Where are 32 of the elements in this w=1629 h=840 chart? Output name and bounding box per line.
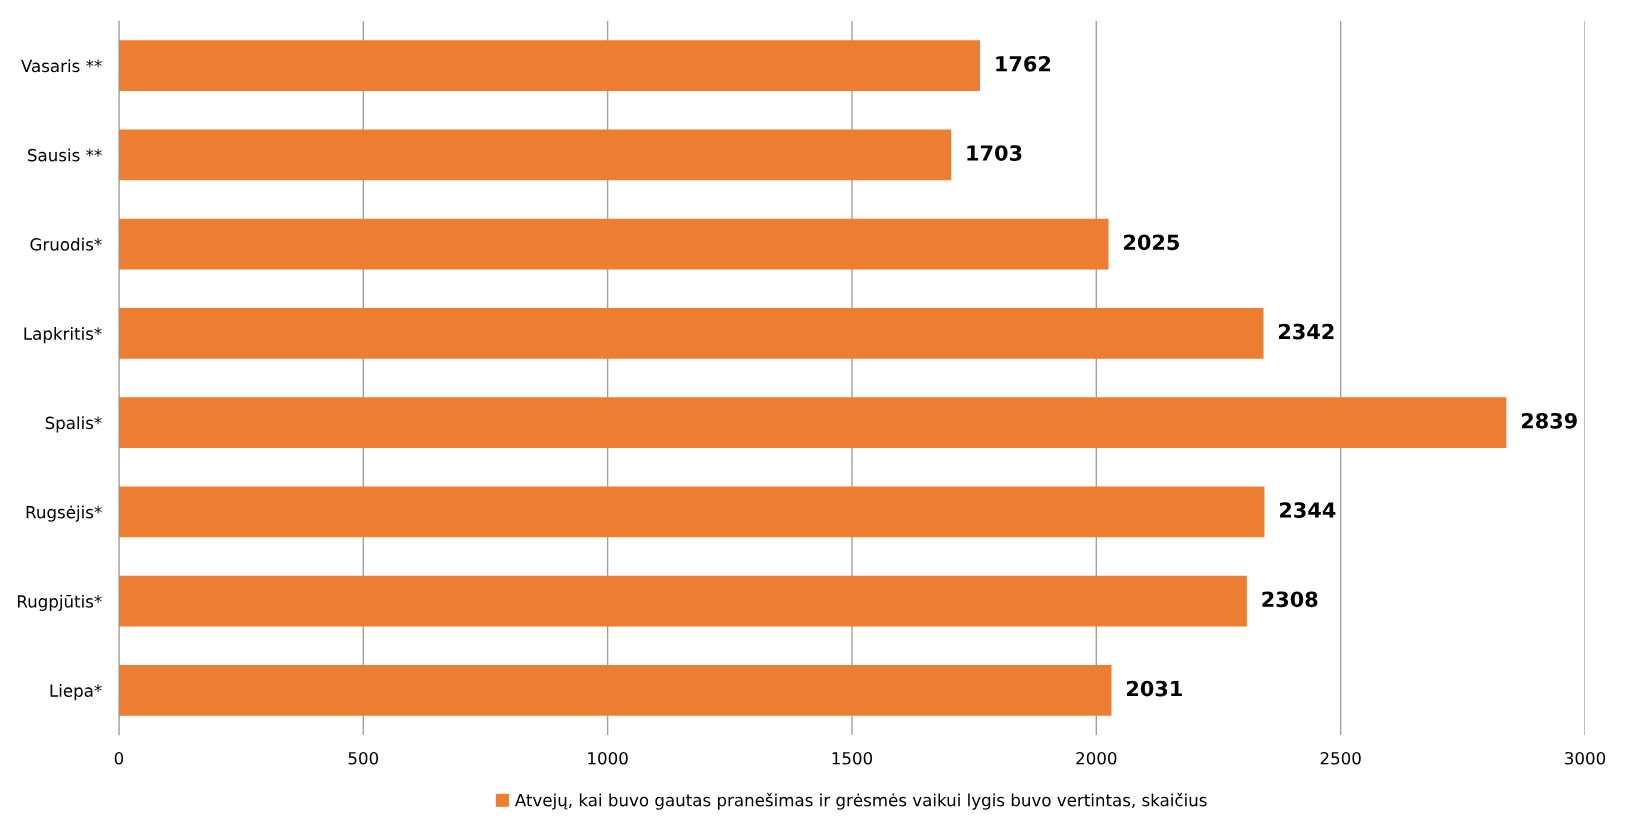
x-tick-label: 0 — [114, 751, 124, 765]
x-tick-label: 3000 — [1565, 751, 1606, 765]
data-label: 1703 — [967, 145, 1022, 161]
x-tick-label: 1500 — [832, 751, 873, 765]
x-tick-label: 2000 — [1076, 751, 1117, 765]
x-tick-label: 2500 — [1320, 751, 1361, 765]
y-tick-label: Spalis* — [45, 416, 102, 433]
y-tick-label: Vasaris ** — [21, 59, 102, 73]
data-label: 2031 — [1127, 680, 1182, 697]
y-tick-label: Sausis ** — [28, 148, 102, 162]
data-label: 2025 — [1124, 234, 1179, 251]
bar — [118, 575, 1247, 627]
data-label: 2342 — [1278, 323, 1334, 340]
bar — [118, 486, 1265, 538]
y-tick-label: Liepa* — [50, 684, 102, 701]
data-label: 2839 — [1521, 412, 1577, 429]
legend-label: Atvejų, kai buvo gautas pranešimas ir grėsmės vaikui lygis buvo vertintas, skaičius — [514, 792, 1207, 810]
y-tick-label: Lapkritis* — [24, 327, 102, 344]
bar — [118, 129, 952, 181]
bar — [118, 218, 1109, 270]
y-tick-label: Rugpjūtis* — [17, 594, 102, 611]
bar — [118, 397, 1507, 449]
data-label: 2344 — [1279, 502, 1336, 518]
x-tick-label: 1000 — [588, 751, 628, 765]
data-label: 2308 — [1262, 591, 1318, 608]
data-label: 1762 — [996, 55, 1051, 72]
bar — [118, 307, 1264, 359]
bar — [118, 40, 981, 92]
bar — [118, 664, 1112, 716]
y-tick-label: Rugsėjis* — [26, 505, 102, 522]
y-tick-label: Gruodis* — [30, 237, 102, 251]
x-tick-label: 500 — [348, 751, 379, 765]
